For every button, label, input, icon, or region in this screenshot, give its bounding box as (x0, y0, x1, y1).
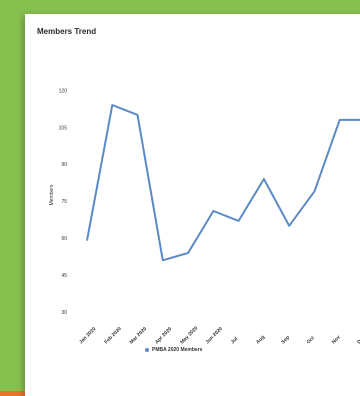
y-tick-label: 30 (61, 310, 67, 316)
legend: PMBA 2020 Members (145, 347, 202, 353)
y-tick-label: 75 (61, 199, 67, 205)
x-tick-label: Jan 2020 (78, 326, 97, 345)
y-axis-label: Members (49, 184, 55, 205)
x-tick-label: Feb 2020 (103, 326, 123, 346)
x-tick-label: Dec (356, 335, 360, 346)
y-tick-label: 120 (59, 88, 68, 94)
y-tick-label: 60 (61, 236, 67, 242)
x-tick-label: Nov (331, 334, 342, 345)
chart-card: Members Trend Members 30 45 60 75 90 105 120 Jan… (25, 14, 360, 396)
legend-label: PMBA 2020 Members (152, 347, 203, 353)
line-chart: Members 30 45 60 75 90 105 120 Jan 2020 Feb 2020 M… (49, 88, 360, 346)
x-tick-label: Apr 2020 (154, 326, 173, 345)
x-tick-label: Aug (255, 334, 266, 345)
legend-swatch (145, 348, 149, 352)
y-tick-label: 45 (61, 273, 67, 279)
x-tick-label: May 2020 (179, 325, 199, 345)
x-tick-label: Sep (280, 335, 291, 346)
chart-title: Members Trend (37, 27, 97, 36)
series-line (86, 104, 360, 262)
x-tick-label: Jul (230, 336, 240, 346)
y-tick-label: 105 (59, 125, 68, 131)
x-tick-label: Mar 2020 (129, 326, 149, 346)
y-tick-label: 90 (61, 162, 67, 168)
x-tick-label: Jun 2020 (205, 326, 225, 346)
x-tick-label: Oct (306, 335, 316, 345)
